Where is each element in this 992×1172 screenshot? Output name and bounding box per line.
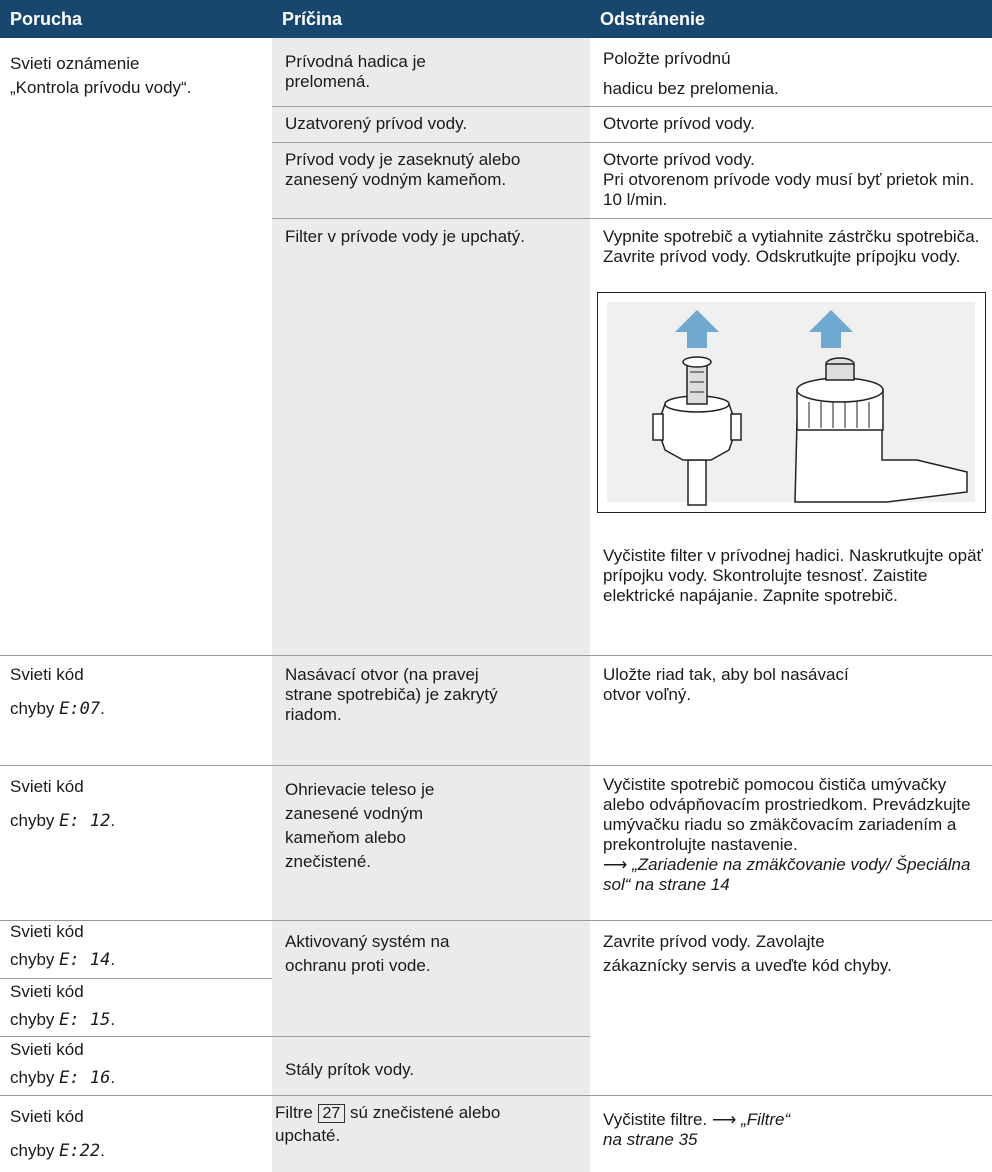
error-code: E: 14 <box>59 950 111 970</box>
symptom: Svieti kód chyby E: 15. <box>10 978 260 1034</box>
punct: . <box>100 1141 105 1160</box>
symptom-text: chyby <box>10 1010 55 1029</box>
page-ref: na strane 14 <box>635 875 730 894</box>
symptom-text: Svieti kód <box>10 665 84 684</box>
remedy: Vyčistite filtre. ⟶ „Filtre“ na strane 35 <box>603 1110 903 1150</box>
cause: Nasávací otvor (na pravej strane spotreb… <box>285 665 498 724</box>
remedy: Zavrite prívod vody. Zavolajte zákazníck… <box>603 932 892 975</box>
punct: . <box>110 811 116 830</box>
link[interactable]: „Zariadenie na zmäkčovanie vody/ Špeciál… <box>603 855 971 894</box>
symptom: Svieti kód chyby E: 12. <box>10 770 260 838</box>
ref-number: 27 <box>317 1104 346 1123</box>
symptom-text: Svieti kód <box>10 1107 84 1126</box>
arrow: ⟶ <box>711 1110 737 1129</box>
filter-illustration <box>597 292 986 513</box>
error-code: E: 12 <box>59 811 111 831</box>
row-line <box>272 218 992 219</box>
remedy: Vypnite spotrebič a vytiahnite zástrčku … <box>603 227 980 266</box>
cause: Ohrievacie teleso je zanesené vodným kam… <box>285 780 435 871</box>
error-code: E:22 <box>59 1141 101 1161</box>
error-code: E:07 <box>59 699 101 719</box>
remedy-text: Vyčistite filtre. <box>603 1110 708 1129</box>
remedy-text: Otvorte prívod vody. <box>603 150 755 169</box>
symptom: Svieti kód chyby E: 16. <box>10 1036 260 1092</box>
symptom-text: Svieti kód <box>10 1040 84 1059</box>
cause: Uzatvorený prívod vody. <box>285 114 468 133</box>
row-line <box>0 1095 992 1096</box>
remedy: Vyčistite filter v prívodnej hadici. Nas… <box>603 546 983 605</box>
remedy: Otvorte prívod vody. <box>603 114 755 133</box>
cause: Aktivovaný systém na ochranu proti vode. <box>285 932 450 975</box>
symptom: Svieti kód chyby E:07. <box>10 658 260 726</box>
row-line <box>0 978 272 979</box>
link[interactable]: „Filtre“ <box>741 1110 791 1129</box>
page-ref: na strane 35 <box>603 1130 698 1149</box>
row-line <box>272 142 992 143</box>
punct: . <box>110 1010 116 1029</box>
remedy: Vyčistite spotrebič pomocou čističa umýv… <box>603 775 991 895</box>
symptom-text: chyby <box>10 811 55 830</box>
punct: . <box>110 950 116 969</box>
symptom-text: Svieti kód <box>10 922 84 941</box>
symptom-text: chyby <box>10 699 55 718</box>
row-line <box>0 920 992 921</box>
symptom-text: Svieti kód <box>10 777 84 796</box>
symptom-text: chyby <box>10 950 55 969</box>
punct: . <box>100 699 105 718</box>
row-line <box>0 655 992 656</box>
cause-column-bg <box>272 38 590 1172</box>
error-code: E: 16 <box>59 1068 111 1088</box>
row-line <box>0 765 992 766</box>
symptom: Svieti kód chyby E:22. <box>10 1100 260 1168</box>
error-code: E: 15 <box>59 1010 111 1030</box>
symptom: Svieti kód chyby E: 14. <box>10 918 260 974</box>
header-cell: Porucha <box>0 0 272 38</box>
cause: Prívodná hadica je prelomená. <box>285 52 426 91</box>
cause: Stály prítok vody. <box>285 1060 415 1079</box>
row-line <box>0 1036 590 1037</box>
cause: Filtre 27 sú znečistené alebo upchaté. <box>275 1102 565 1147</box>
remedy-text: Pri otvorenom prívode vody musí byť prie… <box>603 170 975 209</box>
row-line <box>272 106 992 107</box>
header-cell: Príčina <box>272 0 590 38</box>
symptom: Svieti oznámenie „Kontrola prívodu vody“… <box>10 54 192 97</box>
symptom-text: chyby <box>10 1141 55 1160</box>
header-cell: Odstránenie <box>590 0 992 38</box>
symptom-text: Svieti kód <box>10 982 84 1001</box>
arrow: ⟶ <box>603 855 628 874</box>
punct: . <box>110 1068 116 1087</box>
symptom-text: chyby <box>10 1068 55 1087</box>
cause: Prívod vody je zaseknutý alebo zanesený … <box>285 150 521 189</box>
remedy: Položte prívodnú hadicu bez prelomenia. <box>603 49 779 98</box>
remedy-text: Vyčistite spotrebič pomocou čističa umýv… <box>603 775 971 854</box>
cause: Filter v prívode vody je upchatý. <box>285 227 526 246</box>
cause-text: sú znečistené alebo upchaté. <box>275 1103 501 1145</box>
remedy: Uložte riad tak, aby bol nasávací otvor … <box>603 665 849 704</box>
remedy: Otvorte prívod vody. Pri otvorenom prívod… <box>603 150 988 210</box>
cause-text: Filtre <box>275 1103 313 1122</box>
